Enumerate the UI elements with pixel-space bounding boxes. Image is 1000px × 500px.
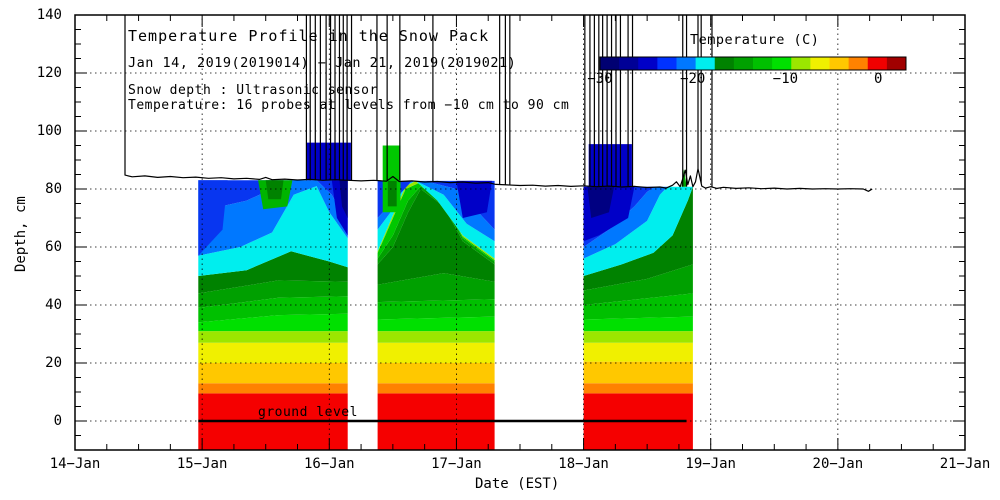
x-tick-label: 16−Jan xyxy=(303,456,355,472)
colorbar-tick-label: −20 xyxy=(680,71,706,87)
temperature-band xyxy=(377,342,495,363)
temperature-band xyxy=(583,293,693,320)
colorbar-title: Temperature (C) xyxy=(690,32,820,48)
temperature-band xyxy=(198,383,348,394)
colorbar-segment xyxy=(676,57,697,70)
temperature-band xyxy=(198,180,348,256)
colorbar-segment xyxy=(695,57,716,70)
colorbar-border xyxy=(599,56,907,71)
x-tick-label: 14−Jan xyxy=(49,456,101,472)
temperature-band xyxy=(377,180,495,259)
temperature-patch xyxy=(387,180,397,207)
annotation-snow-depth: Snow depth : Ultrasonic sensor xyxy=(128,83,378,98)
temperature-band xyxy=(198,342,348,363)
colorbar-segment xyxy=(600,57,620,70)
temperature-band xyxy=(198,331,348,343)
y-tick-label: 100 xyxy=(36,123,62,139)
y-tick-label: 0 xyxy=(53,413,62,429)
temperature-band xyxy=(377,183,495,262)
x-axis-label: Date (EST) xyxy=(475,476,560,492)
temperature-patch xyxy=(265,180,284,200)
temperature-band xyxy=(198,296,348,323)
colorbar-tick-label: −10 xyxy=(772,71,799,87)
temperature-patch xyxy=(588,144,632,187)
temperature-patch xyxy=(456,180,492,218)
temperature-band xyxy=(377,363,495,384)
y-axis-label: Depth, cm xyxy=(13,196,29,272)
temperature-band xyxy=(377,383,495,394)
temperature-patch xyxy=(587,186,615,218)
temperature-band xyxy=(583,186,693,259)
temperature-band xyxy=(198,280,348,308)
temperature-band xyxy=(377,186,495,265)
temperature-band xyxy=(583,264,693,305)
colorbar-tick-label: −30 xyxy=(587,71,613,87)
colorbar-segment xyxy=(867,57,888,70)
temperature-band xyxy=(583,316,693,332)
colorbar-segment xyxy=(848,57,869,70)
colorbar-segment xyxy=(657,57,677,70)
temperature-band xyxy=(377,189,495,285)
temperature-band xyxy=(377,331,495,343)
y-tick-label: 60 xyxy=(45,239,62,255)
temperature-band xyxy=(377,299,495,320)
y-tick-label: 20 xyxy=(45,355,62,371)
snow-surface-line xyxy=(124,15,873,192)
colorbar-segment xyxy=(791,57,811,70)
temperature-patch xyxy=(339,180,348,218)
temperature-band xyxy=(198,186,348,276)
colorbar-segment xyxy=(829,57,850,70)
temperature-band xyxy=(198,313,348,332)
temperature-band xyxy=(583,383,693,394)
temperature-band xyxy=(198,180,348,224)
x-tick-label: 20−Jan xyxy=(812,456,864,472)
temperature-band xyxy=(583,342,693,362)
temperature-band xyxy=(198,251,348,294)
temperature-band xyxy=(583,186,693,276)
chart-subtitle: Jan 14, 2019(2019014) − Jan 21, 2019(201… xyxy=(128,55,517,71)
x-tick-label: 19−Jan xyxy=(685,456,736,472)
temperature-band xyxy=(377,316,495,332)
colorbar-tick-label: 0 xyxy=(873,71,883,87)
y-tick-label: 140 xyxy=(36,7,62,23)
temperature-patch xyxy=(198,180,228,256)
colorbar-segment xyxy=(638,57,658,70)
annotation-temperature-probes: Temperature: 16 probes at levels from −1… xyxy=(128,98,570,113)
x-tick-label: 17−Jan xyxy=(431,456,482,472)
colorbar-segment xyxy=(619,57,639,70)
colorbar-segment xyxy=(714,57,735,70)
colorbar-segment xyxy=(733,57,754,70)
temperature-patch xyxy=(306,142,351,181)
x-tick-label: 15−Jan xyxy=(176,456,228,472)
x-tick-label: 21−Jan xyxy=(939,456,991,472)
y-tick-label: 80 xyxy=(45,181,62,197)
chart-title: Temperature Profile in the Snow Pack xyxy=(128,27,490,45)
colorbar-segment xyxy=(753,57,773,70)
x-tick-label: 18−Jan xyxy=(558,456,609,472)
temperature-band xyxy=(583,186,693,291)
temperature-band xyxy=(583,331,693,343)
y-tick-label: 120 xyxy=(36,65,62,81)
y-tick-label: 40 xyxy=(45,297,62,313)
temperature-band xyxy=(377,273,495,303)
colorbar-segment xyxy=(810,57,830,70)
ground-level-label: ground level xyxy=(258,405,358,420)
temperature-band xyxy=(198,363,348,384)
temperature-band xyxy=(583,361,693,384)
colorbar-segment xyxy=(772,57,792,70)
colorbar-segment xyxy=(886,57,907,70)
